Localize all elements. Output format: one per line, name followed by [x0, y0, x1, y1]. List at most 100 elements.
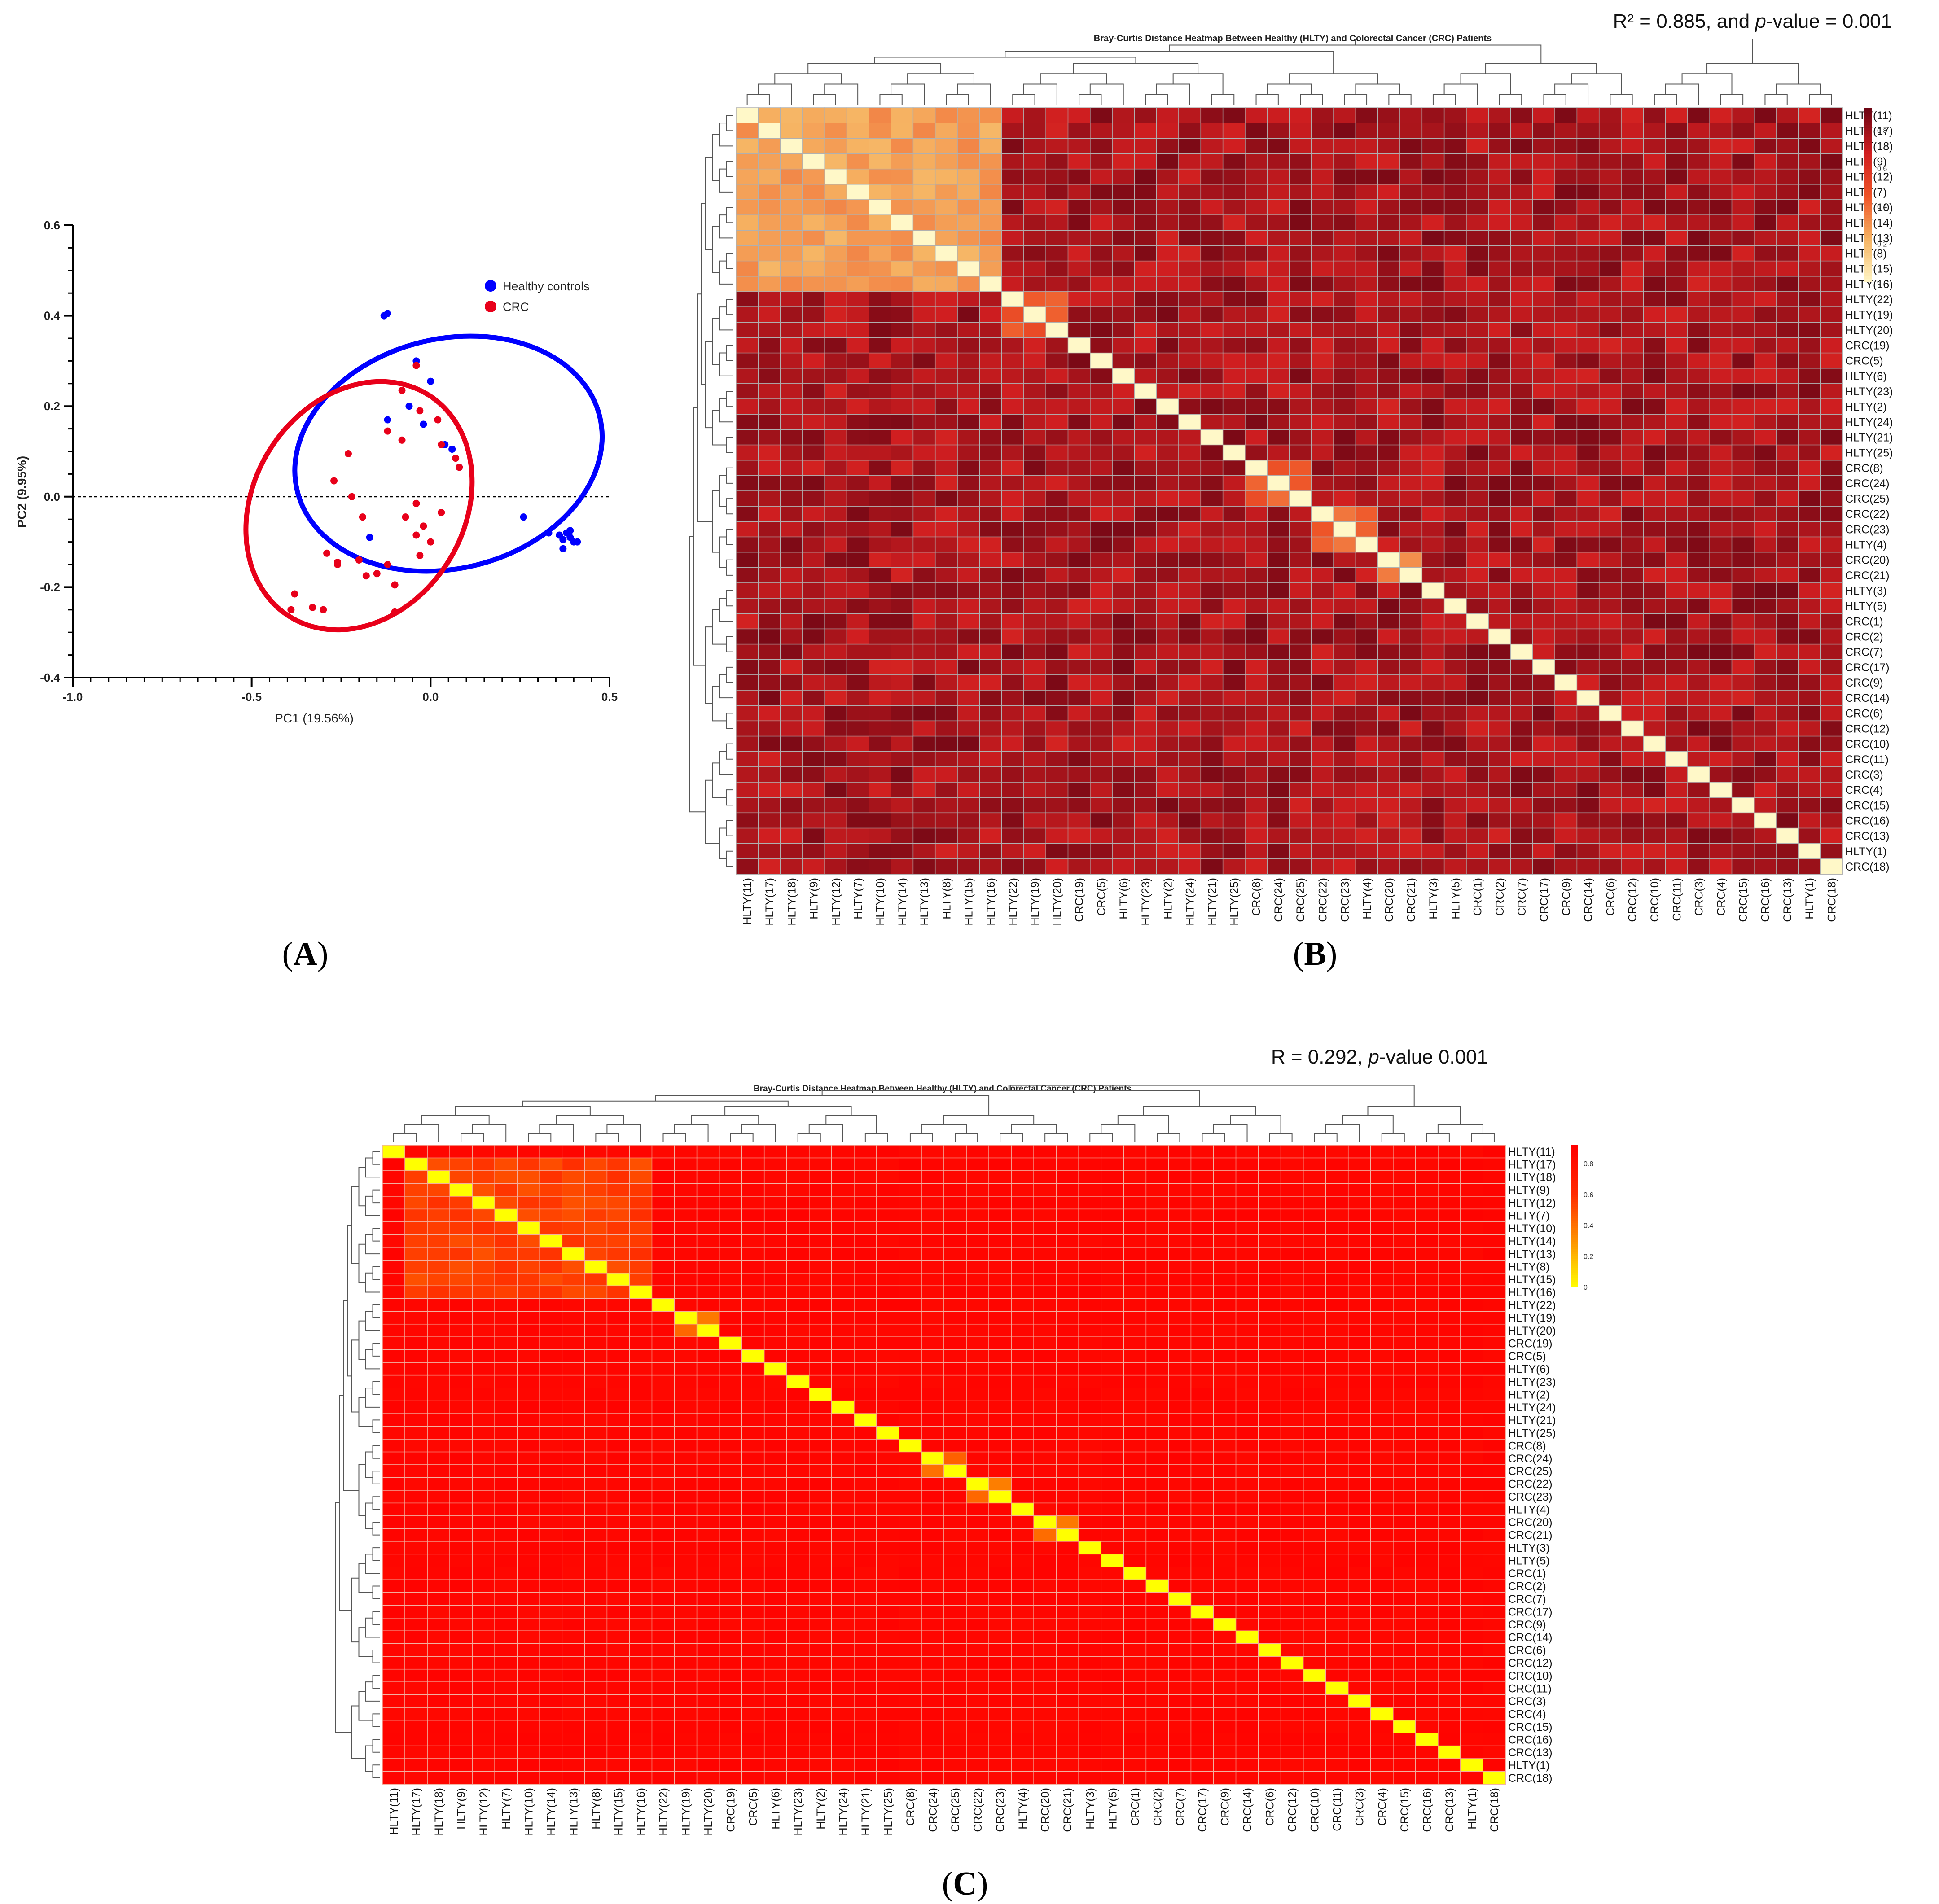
- heatmap-cell: [1416, 1605, 1438, 1618]
- heatmap-cell: [1798, 767, 1821, 782]
- heatmap-cell: [1666, 292, 1688, 307]
- heatmap-cell: [1245, 337, 1268, 353]
- heatmap-cell: [913, 353, 935, 368]
- heatmap-cell: [781, 230, 803, 245]
- heatmap-cell: [1732, 797, 1755, 813]
- heatmap-cell: [847, 506, 869, 521]
- heatmap-cell: [1002, 429, 1024, 445]
- crc-point: [363, 572, 370, 579]
- heatmap-cell: [584, 1260, 607, 1273]
- heatmap-cell: [742, 1158, 764, 1171]
- heatmap-cell: [1533, 445, 1555, 460]
- heatmap-cell: [562, 1593, 584, 1606]
- heatmap-cell: [427, 1311, 450, 1324]
- heatmap-cell: [1134, 721, 1157, 736]
- heatmap-cell: [1422, 644, 1444, 660]
- heatmap-cell: [877, 1273, 899, 1286]
- column-label: CRC(19): [1073, 878, 1086, 922]
- heatmap-cell: [1312, 169, 1334, 184]
- heatmap-cell: [382, 1222, 405, 1235]
- heatmap-cell: [1555, 414, 1577, 429]
- heatmap-cell: [607, 1669, 629, 1682]
- heatmap-cell: [1348, 1337, 1371, 1350]
- heatmap-cell: [697, 1567, 719, 1580]
- heatmap-cell: [1621, 767, 1644, 782]
- heatmap-cell: [979, 552, 1002, 568]
- heatmap-cell: [1378, 460, 1400, 476]
- heatmap-cell: [1068, 384, 1091, 399]
- heatmap-cell: [781, 644, 803, 660]
- heatmap-cell: [697, 1209, 719, 1222]
- heatmap-cell: [877, 1452, 899, 1465]
- heatmap-cell: [1024, 828, 1046, 844]
- heatmap-cell: [1444, 307, 1467, 322]
- heatmap-cell: [1710, 414, 1732, 429]
- heatmap-cell: [809, 1580, 832, 1593]
- heatmap-cell: [1371, 1350, 1393, 1363]
- heatmap-cell: [1101, 1145, 1123, 1158]
- heatmap-cell: [1213, 1209, 1236, 1222]
- heatmap-cell: [1267, 261, 1290, 276]
- row-label: HLTY(1): [1845, 845, 1887, 858]
- heatmap-cell: [1146, 1222, 1168, 1235]
- heatmap-cell: [913, 797, 935, 813]
- column-label: HLTY(13): [918, 878, 931, 926]
- heatmap-cell: [1223, 138, 1246, 153]
- heatmap-cell: [1259, 1669, 1281, 1682]
- heatmap-cell: [1533, 460, 1555, 476]
- heatmap-cell: [1123, 1362, 1146, 1375]
- heatmap-cell: [1599, 721, 1622, 736]
- heatmap-cell: [1776, 583, 1799, 598]
- heatmap-cell: [1599, 537, 1622, 552]
- heatmap-cell: [1466, 613, 1489, 629]
- heatmap-cell: [854, 1503, 877, 1516]
- heatmap-cell: [1326, 1362, 1348, 1375]
- heatmap-cell: [1393, 1171, 1416, 1184]
- heatmap-cell: [832, 1286, 854, 1299]
- heatmap-cell: [1378, 752, 1400, 767]
- heatmap-cell: [1157, 629, 1179, 644]
- column-dendrogram-branch: [808, 63, 941, 74]
- heatmap-cell: [1438, 1477, 1461, 1490]
- heatmap-cell: [562, 1465, 584, 1478]
- heatmap-cell: [1732, 460, 1755, 476]
- row-dendrogram-branch: [727, 299, 734, 315]
- heatmap-cell: [869, 353, 891, 368]
- heatmap-cell: [1191, 1580, 1213, 1593]
- heatmap-cell: [1267, 629, 1290, 644]
- heatmap-cell: [427, 1299, 450, 1312]
- heatmap-cell: [1461, 1362, 1483, 1375]
- heatmap-cell: [1461, 1541, 1483, 1554]
- heatmap-cell: [1599, 445, 1622, 460]
- heatmap-cell: [809, 1260, 832, 1273]
- heatmap-cell: [1466, 322, 1489, 337]
- heatmap-cell: [1112, 337, 1135, 353]
- heatmap-cell: [1046, 123, 1068, 138]
- heatmap-cell: [1068, 537, 1091, 552]
- heatmap-cell: [1011, 1528, 1034, 1541]
- heatmap-cell: [1821, 813, 1843, 828]
- heatmap-cell: [1710, 292, 1732, 307]
- heatmap-cell: [869, 184, 891, 200]
- heatmap-cell: [1643, 399, 1666, 414]
- heatmap-cell: [758, 660, 781, 675]
- heatmap-cell: [1223, 153, 1246, 169]
- heatmap-cell: [1213, 1324, 1236, 1337]
- heatmap-cell: [1393, 1145, 1416, 1158]
- heatmap-cell: [781, 859, 803, 874]
- heatmap-cell: [1577, 521, 1599, 537]
- heatmap-cell: [1002, 506, 1024, 521]
- heatmap-cell: [405, 1286, 427, 1299]
- heatmap-cell: [891, 399, 913, 414]
- heatmap-cell: [675, 1541, 697, 1554]
- heatmap-cell: [1191, 1158, 1213, 1171]
- heatmap-cell: [1068, 859, 1091, 874]
- heatmap-cell: [1348, 1183, 1371, 1196]
- heatmap-cell: [854, 1337, 877, 1350]
- heatmap-cell: [1290, 169, 1312, 184]
- heatmap-cell: [1034, 1503, 1056, 1516]
- heatmap-cell: [1223, 476, 1246, 491]
- heatmap-cell: [1466, 261, 1489, 276]
- heatmap-cell: [1002, 598, 1024, 613]
- heatmap-cell: [1201, 844, 1223, 859]
